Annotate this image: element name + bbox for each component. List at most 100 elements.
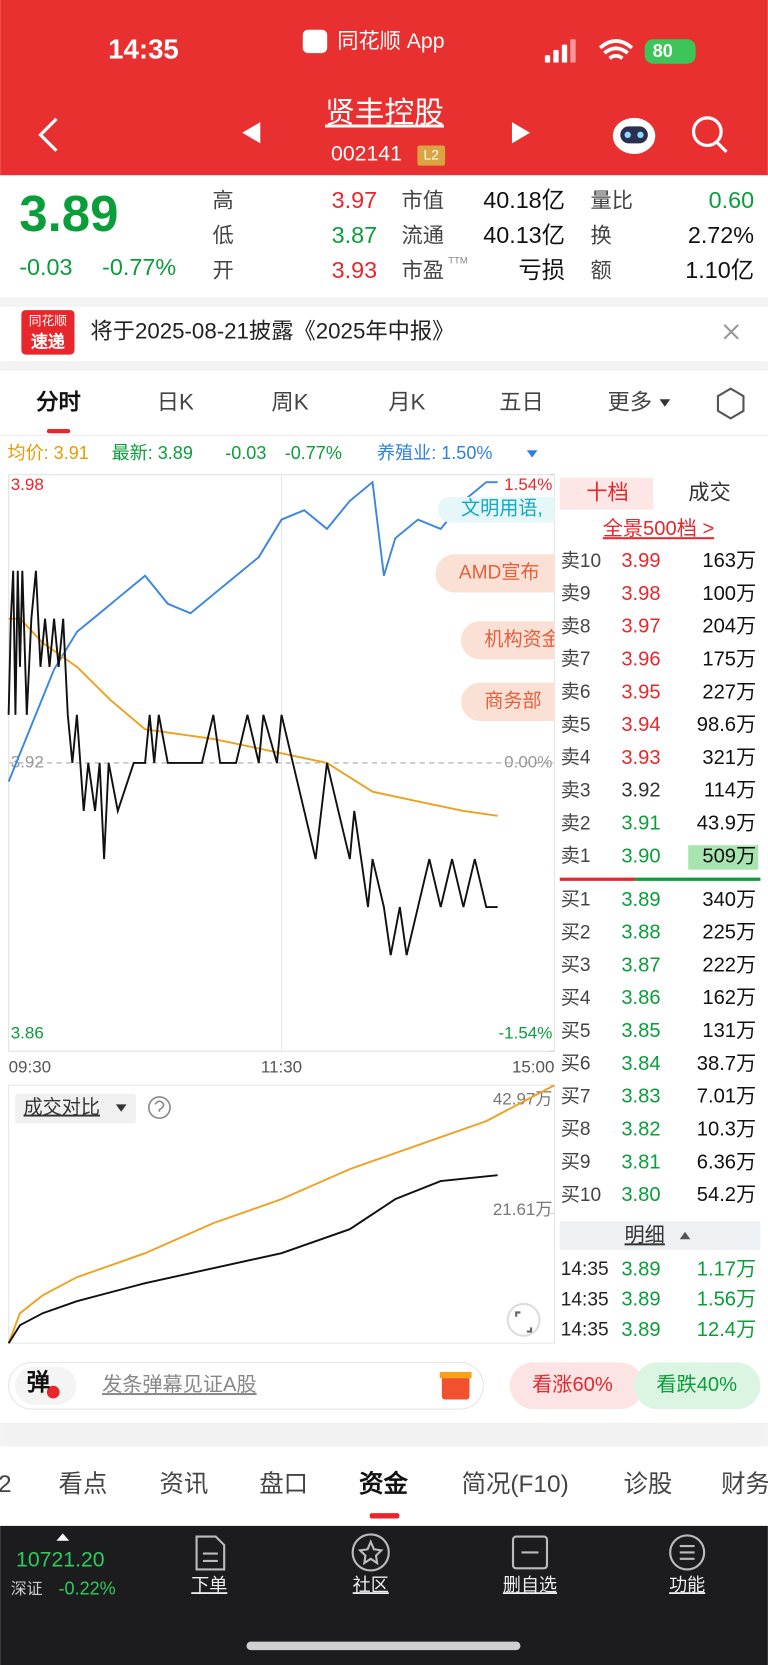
news-bubble[interactable] [460, 621, 610, 660]
news-bubble[interactable] [435, 554, 585, 593]
nav-item[interactable]: 功能 [669, 1575, 705, 1595]
vote-down-bg[interactable] [634, 1362, 761, 1410]
trade-time: 14:35 [561, 1289, 609, 1310]
stock-name[interactable]: 贤丰控股 [325, 97, 444, 130]
prev-stock[interactable] [242, 122, 261, 144]
danmaku-input[interactable] [8, 1361, 484, 1410]
stat-label-sup: TTM [448, 256, 468, 267]
index-dropdown[interactable] [526, 450, 538, 458]
book-volume: 175万 [702, 648, 756, 670]
book-volume: 162万 [702, 987, 756, 1009]
legend-item: 均价: 3.91 [8, 443, 89, 463]
book-volume: 227万 [702, 681, 756, 703]
danmaku-badge: 弹 [27, 1369, 50, 1395]
trade-price: 3.89 [621, 1319, 660, 1341]
book-volume: 225万 [702, 922, 756, 944]
signal-icon [544, 39, 576, 63]
info-tab[interactable]: 财务 [721, 1471, 768, 1498]
book-volume: 222万 [702, 954, 756, 976]
book-volume: 509万 [702, 845, 756, 867]
news-text[interactable]: 文明用语, [461, 498, 543, 520]
trade-time: 14:35 [561, 1259, 609, 1280]
info-tab[interactable]: 2 [0, 1471, 12, 1498]
vote-up-bg[interactable] [509, 1362, 644, 1410]
book-level: 卖3 [561, 779, 591, 801]
level-badge: L2 [424, 148, 439, 163]
book-price: 3.80 [621, 1184, 660, 1206]
assistant-button[interactable] [612, 117, 656, 154]
next-stock[interactable] [511, 122, 531, 144]
volume-selector[interactable] [15, 1093, 137, 1124]
stock-code: 002141 [331, 143, 402, 166]
stat-value: 40.18亿 [483, 187, 565, 213]
news-text[interactable]: AMD宣布 [459, 561, 540, 583]
wifi-icon [598, 39, 634, 60]
book-level: 卖6 [561, 681, 591, 703]
expand-button[interactable] [506, 1302, 541, 1337]
info-tab[interactable]: 诊股 [623, 1471, 672, 1498]
chart-tab[interactable]: 五日 [499, 389, 544, 414]
book-level: 买4 [561, 988, 591, 1009]
trade-volume: 12.4万 [697, 1319, 756, 1341]
book-tab[interactable]: 十档 [586, 480, 628, 504]
book-level: 卖8 [561, 615, 591, 637]
last-price: 3.89 [19, 185, 118, 242]
gift-icon[interactable] [439, 1371, 472, 1400]
danmaku-placeholder[interactable]: 发条弹幕见证A股 [102, 1373, 257, 1396]
vote-down[interactable]: 看跌40% [656, 1373, 737, 1396]
news-bubble[interactable] [437, 496, 587, 523]
chart-tab[interactable]: 周K [271, 389, 308, 414]
back-button[interactable] [38, 117, 58, 152]
book-price: 3.90 [621, 845, 660, 867]
info-tab[interactable]: 资讯 [159, 1471, 208, 1498]
vote-up[interactable]: 看涨60% [532, 1373, 613, 1396]
stat-value: 2.72% [688, 222, 754, 248]
notice-text[interactable]: 将于2025-08-21披露《2025年中报》 [90, 318, 454, 343]
y-tick-label: 42.97万 [493, 1090, 552, 1109]
book-volume: 100万 [702, 583, 756, 605]
detail-header[interactable]: 明细 [625, 1223, 665, 1246]
home-indicator [246, 1641, 521, 1651]
book-volume: 131万 [702, 1020, 756, 1042]
book-volume: 163万 [702, 550, 756, 572]
y-tick-label: 3.86 [11, 1024, 44, 1043]
book-level: 买3 [561, 955, 591, 976]
news-text[interactable]: 机构资金 [484, 628, 560, 650]
nav-item[interactable]: 下单 [191, 1575, 227, 1595]
help-icon[interactable] [148, 1096, 171, 1119]
book-price: 3.87 [621, 954, 660, 976]
news-text[interactable]: 商务部 [484, 690, 541, 712]
news-bubble[interactable] [460, 682, 610, 721]
trade-time: 14:35 [561, 1320, 609, 1341]
info-tab[interactable]: 资金 [359, 1470, 408, 1498]
more-arrow [659, 399, 671, 407]
search-button[interactable] [691, 116, 728, 153]
book-tab[interactable]: 成交 [688, 480, 730, 504]
book-price: 3.92 [621, 780, 660, 802]
chart-tab[interactable]: 更多 [608, 389, 653, 414]
book-volume: 114万 [704, 780, 756, 802]
index-value[interactable]: 10721.20 [16, 1549, 105, 1572]
info-tab[interactable]: 看点 [59, 1471, 108, 1498]
stat-label: 流通 [402, 223, 444, 247]
stat-value: 40.13亿 [483, 222, 565, 248]
chart-tab[interactable]: 月K [388, 389, 425, 414]
info-tab[interactable]: 盘口 [259, 1471, 308, 1498]
info-tab[interactable]: 简况(F10) [462, 1471, 569, 1498]
chart-tab[interactable]: 日K [157, 389, 194, 414]
book-volume: 43.9万 [697, 813, 756, 835]
book-volume: 6.36万 [697, 1151, 756, 1173]
close-notice[interactable] [723, 324, 739, 340]
volume-title[interactable]: 成交对比 [23, 1097, 99, 1119]
nav-item[interactable]: 社区 [353, 1575, 389, 1595]
stat-label: 额 [591, 258, 612, 282]
nav-item[interactable]: 删自选 [503, 1575, 557, 1595]
book-price: 3.98 [621, 583, 660, 605]
stat-value: 3.93 [332, 257, 377, 283]
price-change-pct: -0.77% [102, 254, 176, 280]
book-level: 买1 [561, 890, 591, 911]
settings-button[interactable] [716, 387, 745, 420]
chart-tab[interactable]: 分时 [36, 389, 81, 414]
book-link[interactable]: 全景500档 > [603, 517, 714, 540]
